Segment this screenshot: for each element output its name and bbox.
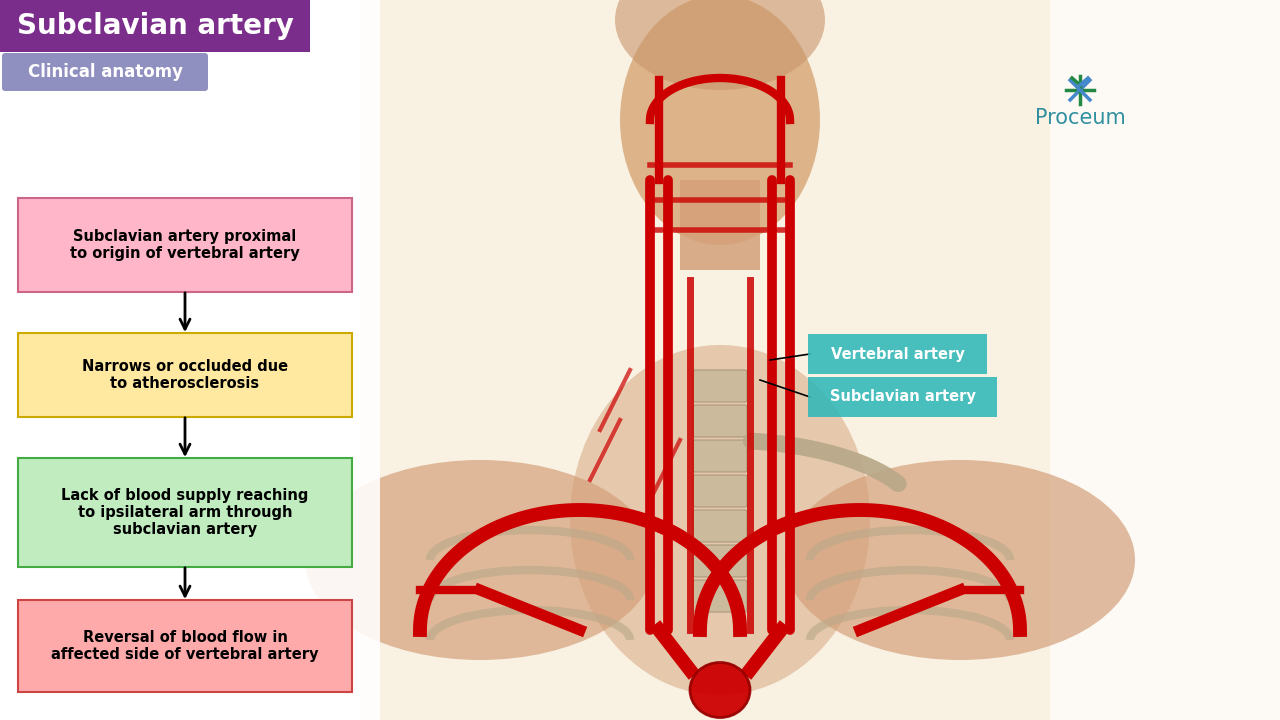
FancyBboxPatch shape [692, 510, 748, 542]
FancyBboxPatch shape [692, 370, 748, 402]
Text: Vertebral artery: Vertebral artery [831, 346, 964, 361]
FancyBboxPatch shape [692, 580, 748, 612]
FancyBboxPatch shape [0, 0, 380, 720]
FancyBboxPatch shape [18, 333, 352, 417]
Text: Proceum: Proceum [1034, 108, 1125, 128]
Text: Subclavian artery: Subclavian artery [829, 390, 975, 405]
Ellipse shape [570, 345, 870, 695]
FancyBboxPatch shape [18, 600, 352, 692]
FancyBboxPatch shape [692, 440, 748, 472]
FancyBboxPatch shape [808, 334, 987, 374]
Text: Subclavian artery: Subclavian artery [17, 12, 293, 40]
Polygon shape [680, 180, 760, 270]
Ellipse shape [620, 0, 820, 245]
Text: Narrows or occluded due
to atherosclerosis: Narrows or occluded due to atheroscleros… [82, 359, 288, 391]
Text: Subclavian artery proximal
to origin of vertebral artery: Subclavian artery proximal to origin of … [70, 229, 300, 261]
Ellipse shape [785, 460, 1135, 660]
FancyBboxPatch shape [3, 53, 207, 91]
FancyBboxPatch shape [18, 458, 352, 567]
Ellipse shape [614, 0, 826, 90]
Text: Clinical anatomy: Clinical anatomy [27, 63, 183, 81]
FancyBboxPatch shape [692, 475, 748, 507]
Text: Reversal of blood flow in
affected side of vertebral artery: Reversal of blood flow in affected side … [51, 630, 319, 662]
Ellipse shape [305, 460, 655, 660]
FancyBboxPatch shape [692, 405, 748, 437]
Text: Lack of blood supply reaching
to ipsilateral arm through
subclavian artery: Lack of blood supply reaching to ipsilat… [61, 487, 308, 537]
FancyBboxPatch shape [1050, 0, 1280, 720]
Ellipse shape [690, 662, 750, 718]
FancyBboxPatch shape [692, 545, 748, 577]
FancyBboxPatch shape [808, 377, 997, 417]
FancyBboxPatch shape [0, 0, 310, 52]
FancyBboxPatch shape [360, 0, 1280, 720]
FancyBboxPatch shape [18, 198, 352, 292]
